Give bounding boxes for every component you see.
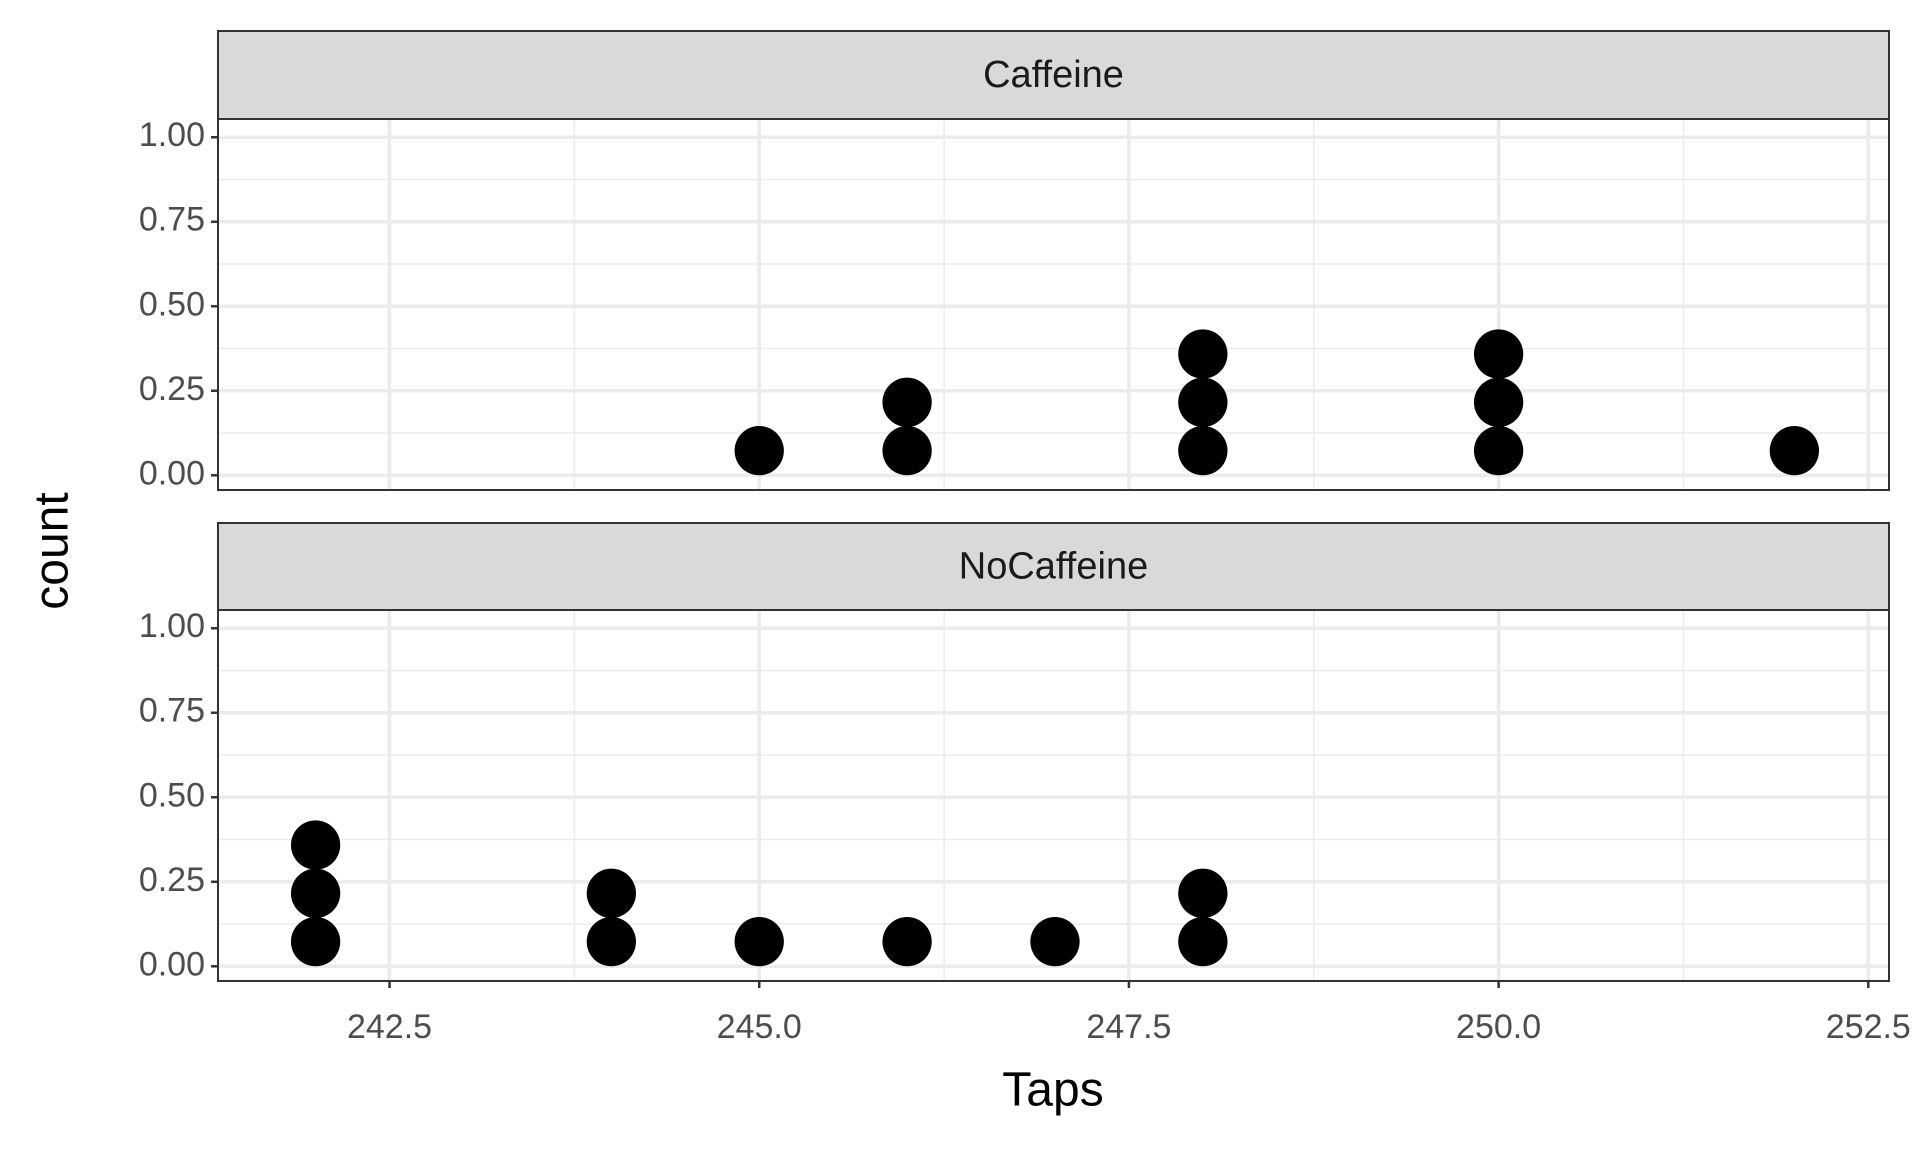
y-tick-label: 1.00 [139, 116, 205, 154]
dot [1178, 868, 1228, 918]
dot [882, 425, 932, 476]
dot [1769, 425, 1820, 476]
panel-border [217, 118, 1890, 491]
dot [1473, 329, 1524, 379]
y-tick-label: 0.25 [139, 861, 205, 899]
x-tick-label: 242.5 [347, 1008, 432, 1046]
panel-border [217, 609, 1890, 982]
strip [217, 522, 1890, 611]
dot [290, 820, 341, 870]
x-tick-label: 247.5 [1086, 1008, 1171, 1046]
dot [1178, 916, 1228, 967]
dot [1473, 377, 1524, 427]
y-tick-label: 0.50 [139, 285, 205, 323]
strip [217, 30, 1890, 120]
y-tick-label: 0.50 [139, 776, 205, 814]
dot [586, 916, 637, 967]
strip-label: Caffeine [983, 54, 1124, 96]
y-tick-label: 0.75 [139, 201, 205, 239]
dot [734, 916, 784, 967]
dot [290, 916, 341, 967]
dot [1178, 425, 1228, 476]
dot [882, 916, 932, 967]
x-axis-title: Taps [1002, 1064, 1103, 1117]
y-tick-label: 0.75 [139, 692, 205, 730]
dot [734, 425, 784, 476]
x-tick-label: 245.0 [717, 1008, 802, 1046]
dot [882, 377, 932, 427]
dot [1030, 916, 1080, 967]
y-tick-label: 0.00 [139, 945, 205, 983]
y-tick-label: 0.25 [139, 370, 205, 408]
y-tick-label: 0.00 [139, 454, 205, 492]
dot [586, 868, 637, 918]
y-axis-title: count [26, 492, 79, 609]
strip-label: NoCaffeine [959, 546, 1148, 588]
x-tick-label: 252.5 [1826, 1008, 1911, 1046]
dot [1473, 425, 1524, 476]
y-tick-label: 1.00 [139, 607, 205, 645]
dot [1178, 329, 1228, 379]
dot [1178, 377, 1228, 427]
x-tick-label: 250.0 [1456, 1008, 1541, 1046]
panel [218, 119, 1889, 490]
dot [290, 868, 341, 918]
